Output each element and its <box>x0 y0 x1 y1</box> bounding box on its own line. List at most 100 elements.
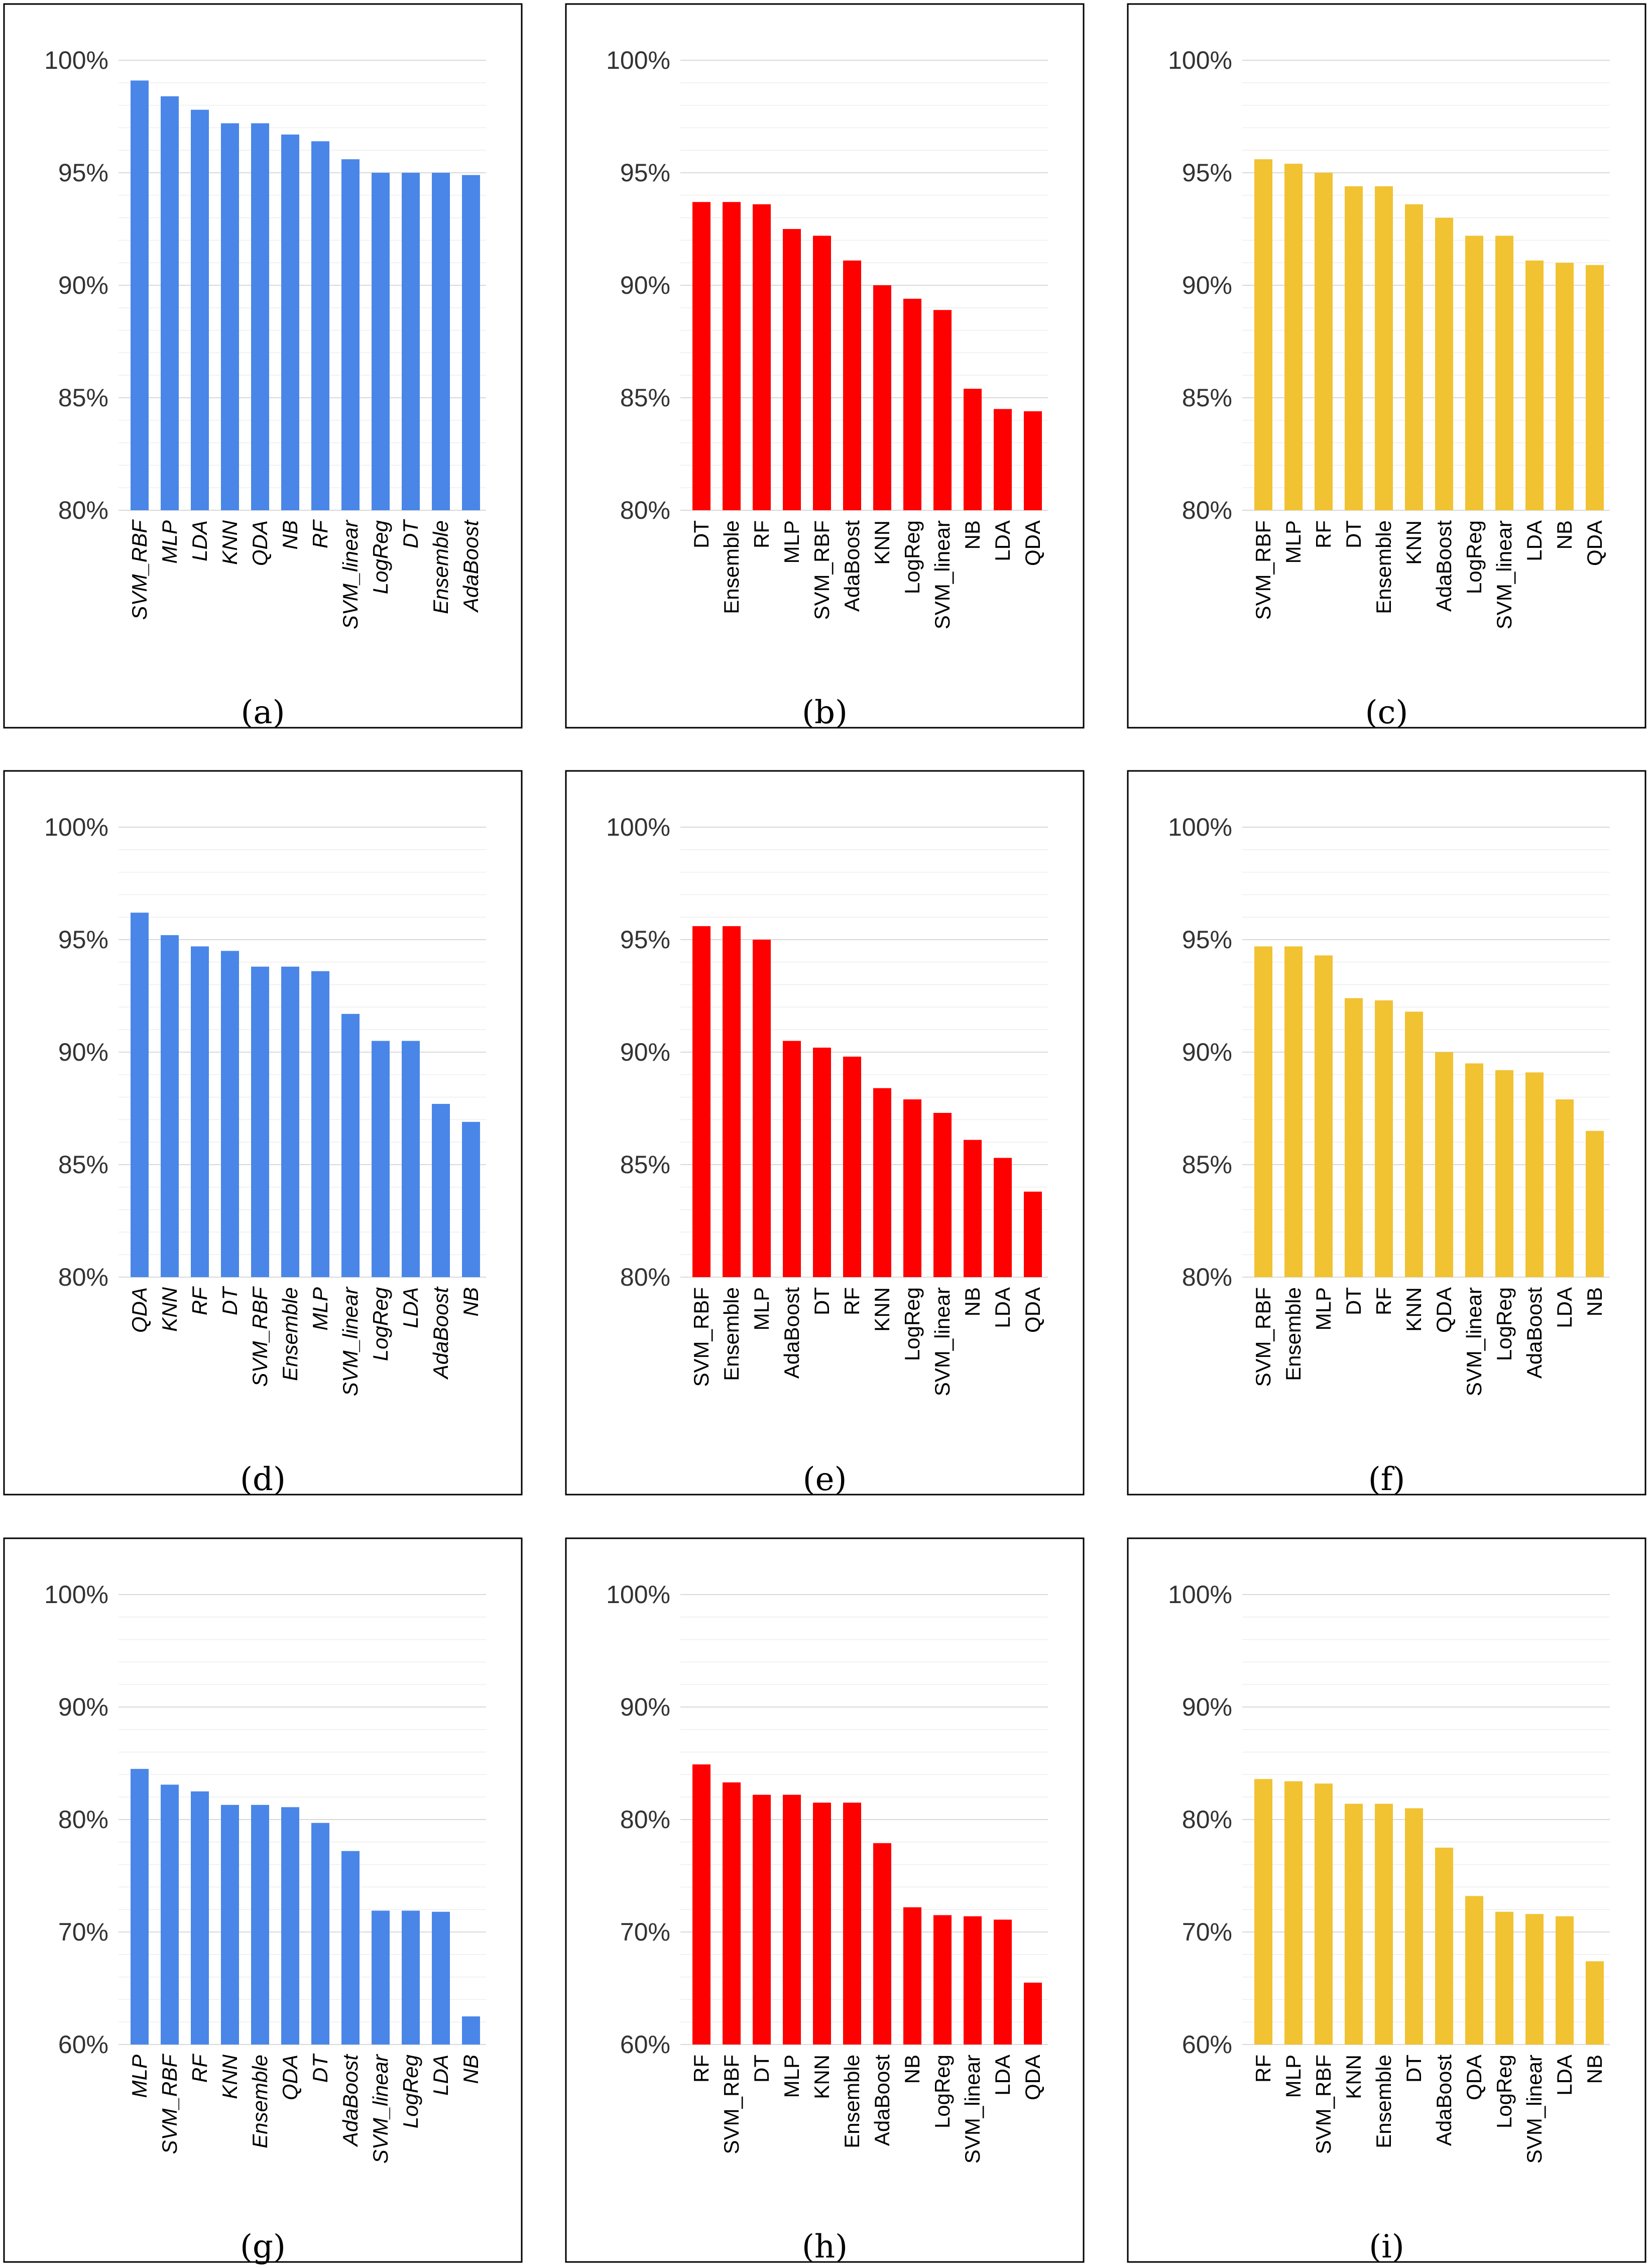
chart-panel-b: 80% 85% 90% 95% 100% DT Ensemble RF MLP SVM_RBF Ad… <box>565 3 1085 731</box>
x-category-label: QDA <box>1583 520 1606 566</box>
bar-RF <box>311 141 329 510</box>
chart-panel-f: 80% 85% 90% 95% 100% SVM_RBF Ensemble MLP DT RF KN… <box>1127 770 1646 1498</box>
y-tick-label: 85% <box>58 1151 108 1179</box>
x-category-label: QDA <box>128 1287 151 1333</box>
x-category-label: Ensemble <box>720 1287 743 1381</box>
x-category-label: KNN <box>1342 2055 1365 2099</box>
x-category-label: RF <box>840 1287 864 1315</box>
bar-SVM_RBF <box>161 1784 179 2045</box>
x-category-label: LogReg <box>1462 520 1486 594</box>
bar-Ensemble <box>723 202 741 510</box>
x-category-label: AdaBoost <box>338 2054 362 2147</box>
x-category-label: DT <box>1342 520 1365 548</box>
x-category-label: KNN <box>218 520 242 564</box>
x-category-label: RF <box>1312 520 1335 548</box>
bar-AdaBoost <box>783 1041 801 1277</box>
panel-caption: (b) <box>802 694 848 731</box>
bar-DT <box>1345 998 1363 1277</box>
y-tick-label: 95% <box>620 159 670 187</box>
bar-MLP <box>131 1769 149 2045</box>
x-category-label: SVM_linear <box>1492 520 1516 629</box>
bar-QDA <box>1024 411 1042 510</box>
bar-QDA <box>1435 1052 1453 1277</box>
x-category-label: DT <box>218 1286 242 1315</box>
panel-caption: (c) <box>1365 694 1408 731</box>
bar-DT <box>753 1794 771 2045</box>
bar-NB <box>964 1140 982 1277</box>
bar-LDA <box>994 1919 1012 2045</box>
bar-AdaBoost <box>462 175 480 511</box>
bar-NB <box>1556 263 1574 510</box>
x-category-label: Ensemble <box>840 2055 864 2148</box>
bar-QDA <box>1024 1191 1042 1277</box>
bar-QDA <box>131 913 149 1277</box>
x-category-label: MLP <box>308 1287 332 1330</box>
bar-SVM_RBF <box>813 236 831 510</box>
bar-SVM_RBF <box>131 80 149 510</box>
x-category-label: LogReg <box>369 520 392 594</box>
x-category-label: LogReg <box>399 2055 422 2128</box>
x-category-label: MLP <box>780 520 803 563</box>
x-category-label: SVM_linear <box>338 519 362 629</box>
x-category-label: RF <box>1251 2055 1275 2083</box>
panel-caption: (d) <box>240 1461 286 1498</box>
x-category-label: SVM_linear <box>930 520 954 629</box>
x-category-label: Ensemble <box>720 520 743 614</box>
bar-AdaBoost <box>341 1851 360 2045</box>
x-category-label: SVM_RBF <box>128 519 151 620</box>
y-tick-label: 100% <box>1168 46 1232 74</box>
x-category-label: AdaBoost <box>459 519 483 613</box>
bar-LogReg <box>1495 1070 1513 1277</box>
bar-KNN <box>161 935 179 1277</box>
chart-panel-i: 60% 70% 80% 90% 100% RF MLP SVM_RBF KNN Ensemble D… <box>1127 1537 1646 2265</box>
y-tick-label: 100% <box>44 46 108 74</box>
bar-SVM_RBF <box>1254 946 1272 1277</box>
x-category-label: LDA <box>1553 2055 1576 2096</box>
bar-SVM_linear <box>964 1916 982 2045</box>
panel-caption: (h) <box>802 2228 848 2265</box>
x-category-label: NB <box>459 1287 483 1316</box>
x-category-label: RF <box>188 2054 211 2083</box>
bar-SVM_linear <box>372 1910 390 2045</box>
x-category-label: KNN <box>1402 1287 1426 1332</box>
bar-RF <box>843 1056 861 1277</box>
x-category-label: KNN <box>810 2055 834 2099</box>
panel-caption: (e) <box>803 1461 847 1498</box>
x-category-label: Ensemble <box>1372 520 1395 614</box>
bar-LogReg <box>933 1915 952 2045</box>
bar-Ensemble <box>1375 186 1393 510</box>
bar-MLP <box>311 971 329 1277</box>
x-category-label: DT <box>1402 2055 1426 2083</box>
bar-LDA <box>432 1911 450 2045</box>
bar-LogReg <box>903 298 921 510</box>
x-category-label: SVM_linear <box>1462 1287 1486 1396</box>
x-category-label: MLP <box>780 2055 803 2098</box>
bar-RF <box>692 1764 711 2045</box>
bar-SVM_linear <box>1465 1063 1483 1277</box>
x-category-label: NB <box>1583 2055 1606 2084</box>
x-category-label: LDA <box>429 2055 452 2096</box>
chart-panel-c: 80% 85% 90% 95% 100% SVM_RBF MLP RF DT Ensemble KN… <box>1127 3 1646 731</box>
panel-caption: (a) <box>241 694 285 731</box>
x-category-label: SVM_RBF <box>720 2055 743 2154</box>
bar-MLP <box>783 229 801 510</box>
x-category-label: AdaBoost <box>1432 520 1456 612</box>
y-tick-label: 90% <box>1182 271 1232 299</box>
bar-Ensemble <box>723 926 741 1277</box>
panel-caption: (f) <box>1368 1461 1405 1498</box>
y-tick-label: 100% <box>1168 813 1232 841</box>
bar-AdaBoost <box>1525 1072 1544 1277</box>
y-tick-label: 90% <box>1182 1038 1232 1066</box>
x-category-label: NB <box>278 520 302 549</box>
bar-NB <box>462 1121 480 1277</box>
x-category-label: SVM_RBF <box>158 2054 181 2155</box>
y-tick-label: 95% <box>620 926 670 954</box>
x-category-label: MLP <box>1281 2055 1305 2098</box>
bar-KNN <box>873 1088 891 1277</box>
bar-SVM_RBF <box>692 926 711 1277</box>
x-category-label: NB <box>900 2055 924 2084</box>
x-category-label: DT <box>750 2055 773 2083</box>
bar-NB <box>281 134 299 511</box>
x-category-label: NB <box>1583 1287 1606 1316</box>
